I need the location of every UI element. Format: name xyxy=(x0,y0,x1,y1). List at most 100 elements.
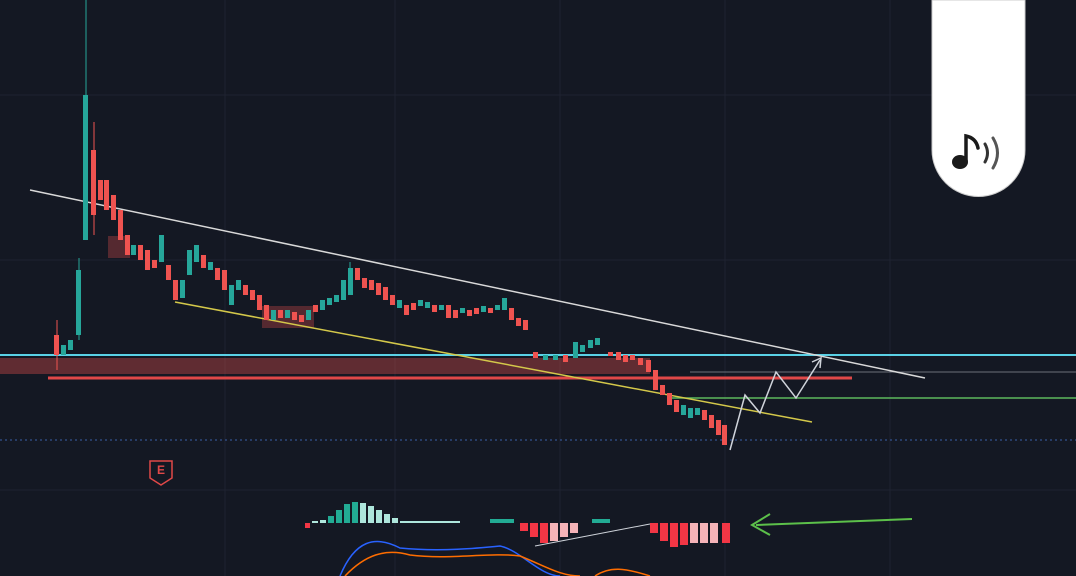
candle xyxy=(390,295,395,305)
macd-line xyxy=(339,540,561,576)
candle xyxy=(553,355,558,360)
histogram-bar xyxy=(550,523,558,541)
note-head xyxy=(952,155,968,169)
histogram-bar xyxy=(680,523,688,545)
candle xyxy=(667,393,672,405)
sound-wave xyxy=(983,142,989,164)
trend-line xyxy=(174,301,813,423)
pointer-arrow xyxy=(755,518,913,526)
candles xyxy=(54,0,727,445)
candle xyxy=(285,310,290,318)
candle xyxy=(257,295,262,310)
candle xyxy=(76,270,81,335)
candle xyxy=(608,352,613,356)
badge-shape xyxy=(149,460,173,486)
histogram-bar xyxy=(650,523,658,533)
candle xyxy=(313,305,318,312)
histogram-bar xyxy=(376,510,382,523)
pointer-arrowhead xyxy=(750,513,771,536)
candle xyxy=(215,268,220,280)
histogram-bar xyxy=(400,521,460,523)
candle xyxy=(533,352,538,358)
candle xyxy=(111,195,116,220)
candle xyxy=(595,338,600,345)
candle xyxy=(660,385,665,395)
candle xyxy=(159,235,164,262)
candle xyxy=(674,400,679,412)
candle xyxy=(716,420,721,435)
candle xyxy=(145,250,150,270)
candle xyxy=(488,308,493,313)
candle xyxy=(201,255,206,268)
histogram-bar xyxy=(360,503,366,523)
trend-line xyxy=(29,189,926,379)
candle xyxy=(306,310,311,320)
candle xyxy=(446,305,451,318)
note-stem xyxy=(964,133,980,163)
histogram-bar xyxy=(392,518,398,523)
candle xyxy=(722,425,727,445)
candle xyxy=(383,287,388,300)
histogram-bar xyxy=(592,519,610,523)
candle xyxy=(709,415,714,428)
candle xyxy=(180,280,185,298)
candle xyxy=(439,305,444,310)
histogram-bar xyxy=(320,520,326,523)
sound-toggle[interactable] xyxy=(931,0,1026,197)
candle xyxy=(194,245,199,262)
candle xyxy=(481,306,486,312)
candle xyxy=(264,305,269,320)
highlight-box xyxy=(108,236,130,258)
music-sound-icon xyxy=(952,133,999,170)
candle xyxy=(299,315,304,322)
candle xyxy=(623,355,628,362)
candle xyxy=(152,260,157,268)
candle xyxy=(495,305,500,310)
resistance-zone xyxy=(0,358,650,374)
candle xyxy=(425,302,430,308)
candle xyxy=(588,340,593,348)
candle xyxy=(131,245,136,255)
candle xyxy=(432,305,437,312)
candle xyxy=(362,278,367,288)
candle xyxy=(638,358,643,365)
candle xyxy=(376,283,381,295)
histogram-bar xyxy=(690,523,698,543)
candle xyxy=(573,342,578,358)
candle xyxy=(243,285,248,295)
candle xyxy=(250,290,255,300)
histogram-bar xyxy=(328,516,334,523)
candle xyxy=(502,298,507,310)
candle xyxy=(695,408,700,415)
candle xyxy=(702,410,707,420)
candle xyxy=(411,303,416,310)
candle xyxy=(509,308,514,320)
macd-histogram xyxy=(305,502,730,547)
candle xyxy=(341,280,346,300)
candle xyxy=(460,308,465,313)
signal-line xyxy=(344,551,651,576)
candle xyxy=(630,355,635,360)
candle xyxy=(467,310,472,316)
histogram-bar xyxy=(570,523,578,533)
projection-path xyxy=(729,359,821,451)
histogram-bar xyxy=(710,523,718,543)
histogram-bar xyxy=(305,523,310,528)
histogram-bar xyxy=(660,523,668,541)
candle xyxy=(208,262,213,270)
pill-button[interactable] xyxy=(931,0,1026,197)
candle xyxy=(236,280,241,290)
candle xyxy=(91,150,96,215)
candle xyxy=(222,270,227,290)
candle xyxy=(104,180,109,210)
candle xyxy=(271,310,276,320)
candle xyxy=(166,265,171,280)
histogram-bar xyxy=(540,523,548,543)
candle xyxy=(474,308,479,314)
candle xyxy=(68,340,73,350)
candle xyxy=(173,280,178,300)
histogram-bar xyxy=(312,521,318,523)
